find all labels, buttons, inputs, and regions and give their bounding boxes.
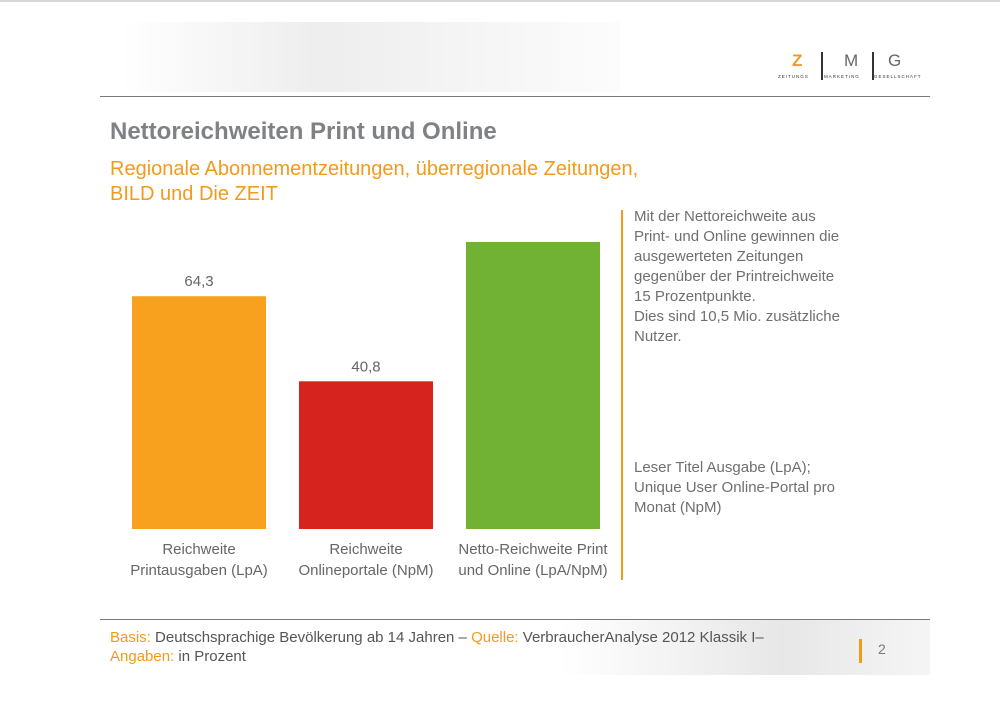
slide-title: Nettoreichweiten Print und Online — [110, 118, 497, 145]
logo-word-gesellschaft: GESELLSCHAFT — [874, 74, 922, 79]
value-label: 40,8 — [351, 358, 380, 375]
logo-words: ZEITUNGS MARKETING GESELLSCHAFT — [776, 73, 926, 80]
zmg-logo: Z M G ZEITUNGS MARKETING GESELLSCHAFT — [776, 52, 926, 82]
unit-text: in Prozent — [174, 648, 246, 665]
logo-letter-g: G — [888, 51, 902, 70]
logo-divider — [821, 52, 823, 80]
bar-1 — [132, 296, 266, 529]
footer-rule — [100, 619, 930, 620]
header-rule — [100, 96, 930, 97]
logo-word-marketing: MARKETING — [824, 74, 860, 79]
source-footer: Basis: Deutschsprachige Bevölkerung ab 1… — [110, 628, 840, 666]
category-label: Reichweite — [329, 541, 402, 558]
slide-subtitle: Regionale Abonnementzeitungen, überregio… — [110, 157, 638, 207]
note-line: gegenüber der Printreichweite — [634, 268, 835, 285]
abbreviation-legend: Leser Titel Ausgabe (LpA); Unique User O… — [634, 458, 904, 518]
page-number: 2 — [878, 641, 886, 657]
logo-letters: Z M G — [776, 51, 926, 80]
accent-divider — [621, 210, 623, 580]
basis-label: Basis: — [110, 629, 151, 646]
category-label: Reichweite — [162, 541, 235, 558]
page-number-bar — [859, 639, 862, 663]
note-line: ausgewerteten Zeitungen — [634, 248, 804, 265]
logo-letter-z: Z — [792, 51, 803, 70]
paper-texture — [120, 22, 620, 92]
category-label: Printausgaben (LpA) — [130, 562, 268, 579]
footer-shade — [560, 620, 930, 675]
source-label: Quelle: — [471, 629, 519, 646]
unit-label: Angaben: — [110, 648, 175, 665]
category-label: Onlineportale (NpM) — [298, 562, 433, 579]
legend-line: Leser Titel Ausgabe (LpA); — [634, 459, 811, 476]
logo-word-zeitungs: ZEITUNGS — [778, 74, 809, 79]
category-label: Netto-Reichweite Print — [458, 541, 608, 558]
logo-divider — [872, 52, 874, 80]
logo-letter-m: M — [844, 51, 859, 70]
subtitle-line-2: BILD und Die ZEIT — [110, 183, 278, 205]
note-line: Mit der Nettoreichweite aus — [634, 208, 816, 225]
note-line: Print- und Online gewinnen die — [634, 228, 840, 245]
legend-line: Unique User Online-Portal pro — [634, 479, 835, 496]
note-line: Dies sind 10,5 Mio. zusätzliche — [634, 308, 840, 325]
chart-note: Mit der Nettoreichweite aus Print- und O… — [634, 207, 904, 347]
note-line: 15 Prozentpunkte. — [634, 288, 756, 305]
category-label: und Online (LpA/NpM) — [458, 562, 607, 579]
value-label: 64,3 — [184, 273, 213, 290]
basis-text: Deutschsprachige Bevölkerung ab 14 Jahre… — [150, 629, 472, 646]
legend-line: Monat (NpM) — [634, 499, 722, 516]
top-border — [0, 0, 1000, 2]
bar-chart: 64,3 Reichweite Printausgaben (LpA) 40,8 Rei… — [130, 241, 608, 579]
source-text: VerbraucherAnalyse 2012 Klassik I– — [518, 629, 764, 646]
note-line: Nutzer. — [634, 328, 682, 345]
subtitle-line-1: Regionale Abonnementzeitungen, überregio… — [110, 158, 639, 180]
bar-3 — [466, 241, 600, 529]
bar-2 — [299, 381, 433, 529]
